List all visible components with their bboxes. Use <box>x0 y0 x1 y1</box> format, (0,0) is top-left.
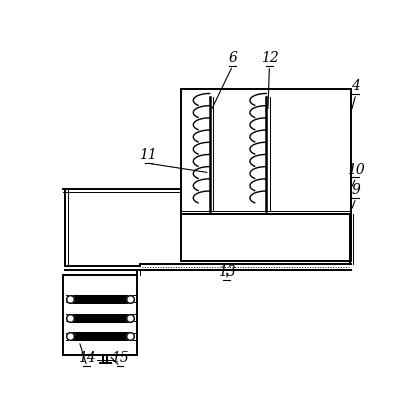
Text: 11: 11 <box>139 148 157 163</box>
Text: 14: 14 <box>78 352 96 365</box>
Text: 13: 13 <box>217 265 235 279</box>
Bar <box>181 89 350 261</box>
Text: 12: 12 <box>260 51 277 65</box>
Bar <box>63 275 137 355</box>
Text: 4: 4 <box>351 79 360 93</box>
Text: 15: 15 <box>111 352 128 365</box>
Text: 10: 10 <box>346 163 364 176</box>
Text: 9: 9 <box>351 183 360 197</box>
Text: 6: 6 <box>228 51 237 65</box>
